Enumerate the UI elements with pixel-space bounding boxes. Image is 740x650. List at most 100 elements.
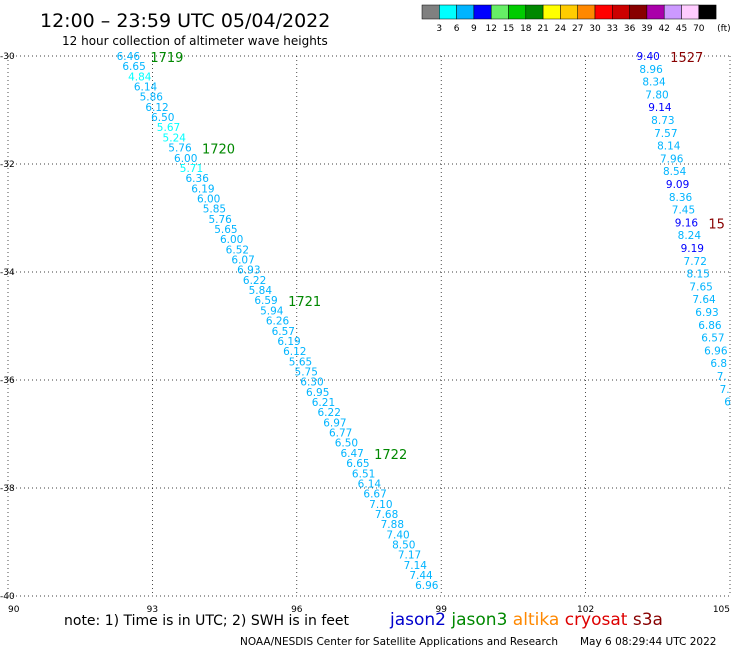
wave-height-value: 8.15: [686, 269, 709, 281]
footer-note: note: 1) Time is in UTC; 2) SWH is in fe…: [64, 613, 350, 629]
wave-height-value: 7.44: [409, 570, 433, 582]
scale-tick-label: 33: [607, 24, 618, 34]
wave-height-value: 8.36: [669, 192, 693, 204]
wave-height-value: 7.96: [660, 153, 684, 165]
color-scale-legend: 3 6 9 12 15 18 21 24 27 30 33 36 39 42 45 70 (ft): [421, 4, 731, 34]
wave-height-value: 5.86: [140, 92, 164, 104]
wave-height-value: 5.65: [289, 356, 312, 368]
scale-swatch: [473, 4, 492, 20]
y-tick-label: -32: [0, 160, 15, 170]
wave-height-value: 7.: [717, 371, 727, 383]
grid: [7, 55, 731, 597]
scale-tick-label: 45: [676, 24, 687, 34]
wave-height-value: 8.34: [642, 77, 666, 89]
scale-tick-label: 70: [693, 24, 705, 34]
page-title: 12:00 – 23:59 UTC 05/04/2022: [40, 10, 330, 32]
wave-height-value: 6.21: [312, 397, 335, 409]
wave-height-value: 6.57: [272, 326, 295, 338]
scale-swatch: [525, 4, 544, 20]
wave-height-value: 6.22: [318, 407, 341, 419]
wave-height-value: 6.00: [174, 153, 197, 165]
wave-height-value: 8.96: [639, 64, 663, 76]
wave-height-value: 6.00: [220, 234, 243, 246]
scale-tick-label: 15: [503, 24, 514, 34]
wave-height-value: 9.40: [636, 51, 659, 63]
pass-time-label: 1720: [202, 143, 235, 158]
wave-height-value: 6.65: [346, 458, 369, 470]
wave-height-value: 5.76: [168, 143, 192, 155]
wave-height-value: 6.30: [300, 377, 323, 389]
wave-height-value: 7.40: [386, 529, 409, 541]
scale-tick-label: 6: [454, 24, 460, 34]
scale-unit-label: (ft): [717, 24, 731, 34]
footer-credit: NOAA/NESDIS Center for Satellite Applica…: [240, 636, 558, 648]
wave-height-value: 6.59: [254, 295, 277, 307]
wave-height-value: 6.52: [226, 244, 249, 256]
wave-height-value: 6.77: [329, 428, 352, 440]
scale-swatch: [542, 4, 561, 20]
wave-height-value: 5.84: [249, 285, 273, 297]
scale-tick-label: 9: [471, 24, 477, 34]
wave-height-value: 6.46: [117, 51, 141, 63]
wave-height-value: 6.67: [363, 489, 386, 501]
wave-height-value: 6.22: [243, 275, 266, 287]
x-axis-ticks: 90 93 96 99 102 105: [8, 605, 730, 615]
scale-tick-label: 24: [555, 24, 567, 34]
scale-tick-label: 3: [436, 24, 442, 34]
wave-height-value: 7.14: [404, 560, 428, 572]
satellite-legend: jason2 jason3 altika cryosat s3a: [389, 610, 663, 630]
wave-height-value: 9.09: [666, 179, 689, 191]
wave-height-value: 6: [724, 397, 731, 409]
scale-swatch: [612, 4, 630, 20]
wave-height-value: 6.65: [122, 61, 145, 73]
wave-height-value: 7.64: [692, 294, 716, 306]
y-tick-label: -38: [0, 484, 15, 494]
wave-height-value: 6.12: [145, 102, 168, 114]
scale-tick-label: 42: [658, 24, 669, 34]
wave-height-value: 6.93: [237, 265, 260, 277]
pass-time-label: 1721: [288, 295, 321, 310]
scale-swatch: [663, 4, 682, 20]
scale-tick-label: 27: [572, 24, 583, 34]
scale-swatch: [560, 4, 578, 20]
scale-tick-label: 36: [624, 24, 636, 34]
wave-height-value: 8.54: [663, 166, 687, 178]
scale-tick-label: 12: [485, 24, 496, 34]
satellite-legend-s3a: s3a: [627, 610, 663, 630]
wave-height-value: 5.76: [208, 214, 232, 226]
scale-swatch: [681, 4, 700, 20]
y-tick-label: -40: [0, 592, 15, 602]
wave-height-value: 6.51: [352, 468, 375, 480]
x-tick-label: 96: [291, 605, 303, 615]
wave-height-value: 6.86: [698, 320, 722, 332]
wave-height-value: 6.12: [283, 346, 306, 358]
satellite-legend-jason3: jason3: [446, 610, 507, 630]
scale-swatch: [439, 4, 457, 20]
satellite-legend-cryosat: cryosat: [559, 610, 627, 630]
wave-height-value: 6.50: [151, 112, 174, 124]
wave-height-value: 5.24: [163, 132, 187, 144]
wave-height-value: 8.24: [678, 230, 702, 242]
wave-height-value: 8.73: [651, 115, 674, 127]
wave-height-value: 9.16: [675, 217, 699, 229]
scale-tick-label: 21: [537, 24, 548, 34]
wave-height-value: 5.94: [260, 305, 284, 317]
y-tick-label: -30: [0, 52, 15, 62]
pass-time-label: 1527: [670, 51, 703, 66]
scale-swatch: [577, 4, 596, 20]
wave-height-value: 6.93: [695, 307, 718, 319]
y-axis-ticks: -30 -32 -34 -36 -38 -40: [0, 52, 15, 602]
wave-height-value: 7.57: [654, 128, 677, 140]
wave-height-value: 5.67: [157, 122, 180, 134]
x-tick-label: 93: [147, 605, 158, 615]
x-tick-label: 105: [713, 605, 730, 615]
wave-height-value: 7.65: [689, 281, 712, 293]
wave-height-value: 7.: [720, 384, 730, 396]
wave-height-value: 9.19: [681, 243, 704, 255]
wave-height-value: 6.14: [358, 478, 382, 490]
wave-height-value: 7.88: [381, 519, 404, 531]
satellite-tracks: 6.466.654.846.145.866.126.505.675.245.76…: [117, 51, 732, 592]
wave-height-value: 7.45: [672, 205, 695, 217]
wave-height-value: 7.72: [684, 256, 707, 268]
